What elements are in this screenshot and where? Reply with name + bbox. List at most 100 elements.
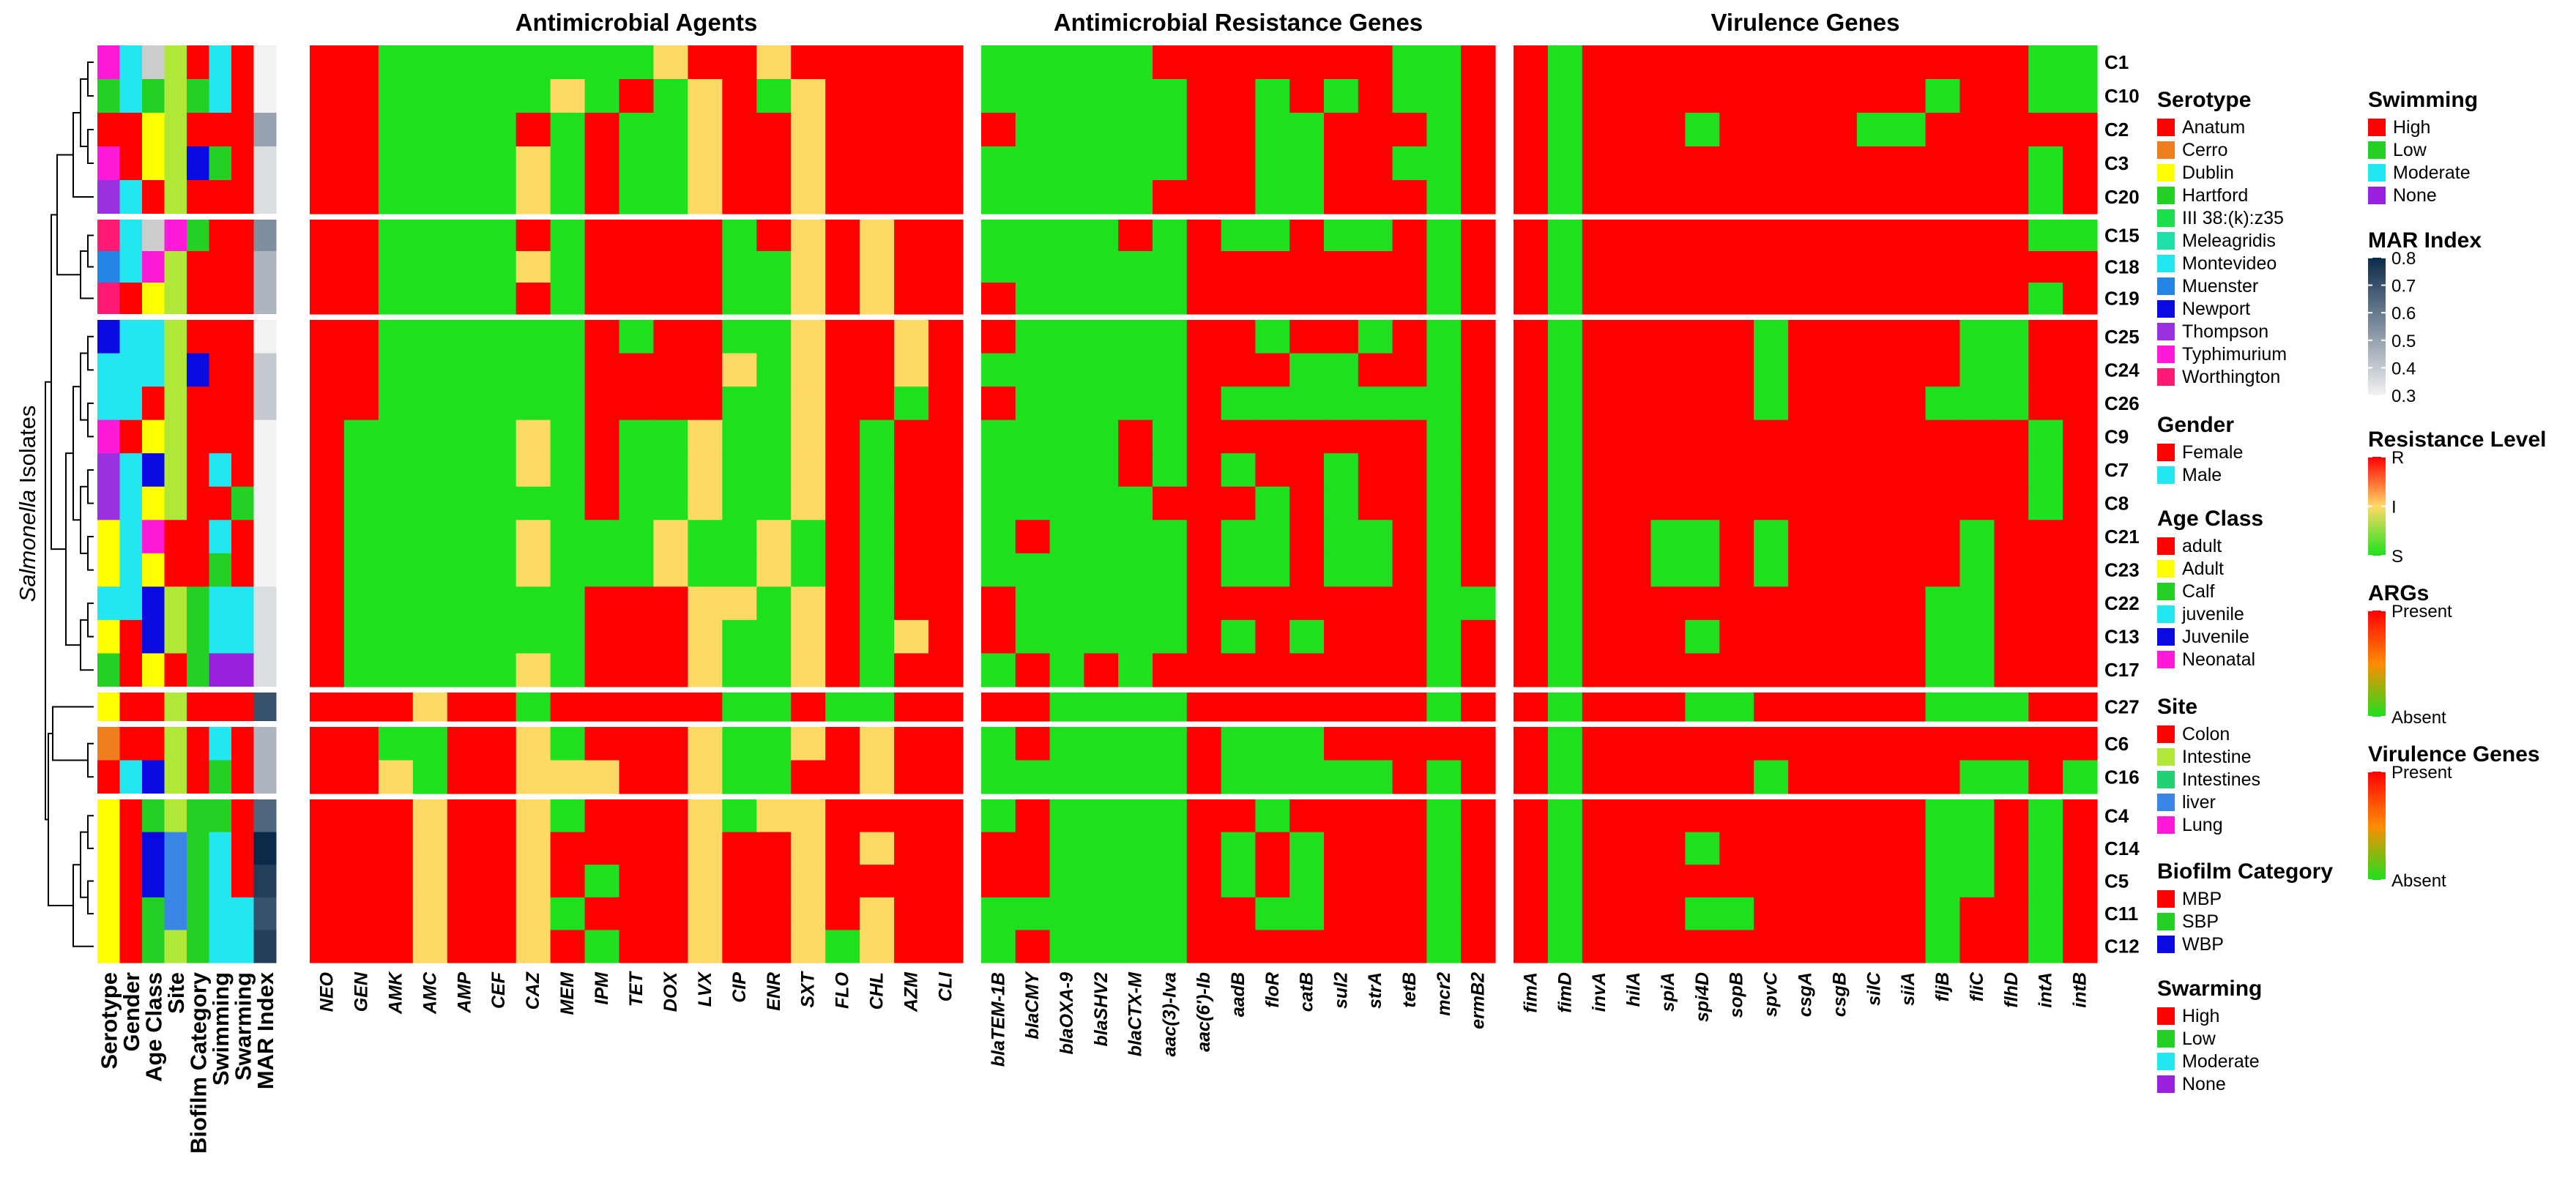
heat-cell-c15-cli	[928, 220, 964, 252]
heat-cell-c18-ermb2	[1461, 251, 1496, 283]
heat-cell-c24-flic	[1959, 353, 1995, 387]
annotation-cell	[97, 79, 120, 113]
heat-cell-c20-amc	[412, 180, 448, 214]
heat-cell-c5-inta	[2028, 865, 2063, 898]
heat-cell-c10-chl	[860, 79, 895, 113]
heat-cell-c6-hila	[1616, 727, 1652, 761]
heat-cell-c16-flo	[825, 760, 860, 794]
heat-cell-c23-spia	[1650, 553, 1686, 587]
heat-cell-c4-ipm	[584, 799, 620, 833]
heat-cell-c17-amk	[378, 653, 414, 687]
col-label-stra: strA	[1365, 972, 1385, 1009]
heat-cell-c2-lvx	[688, 113, 723, 147]
heat-cell-c11-flhd	[1994, 897, 2029, 930]
heat-cell-c24-hila	[1616, 353, 1652, 387]
heat-cell-c11-csgb	[1822, 897, 1858, 930]
heat-cell-c8-flic	[1959, 486, 1995, 520]
legend-tick-label-s: S	[2391, 547, 2403, 567]
heat-cell-c5-blaoxa-9	[1049, 865, 1084, 898]
heat-cell-c27-tetb	[1392, 693, 1427, 722]
heat-cell-c10-stra	[1358, 79, 1393, 113]
heat-cell-c25-fima	[1514, 320, 1549, 354]
heat-cell-c12-blactx-m	[1118, 930, 1153, 963]
heat-cell-c7-cli	[928, 453, 964, 488]
col-label-tetb: tetB	[1399, 972, 1420, 1008]
annotation-cell	[253, 113, 277, 147]
heat-cell-c2-fljb	[1925, 113, 1961, 147]
heat-cell-c24-cef	[481, 353, 517, 387]
legend-tick-label-absent: Absent	[2391, 708, 2446, 728]
heat-cell-c17-aadb	[1221, 653, 1256, 687]
heat-cell-c2-spia	[1650, 113, 1686, 147]
heat-cell-c9-intb	[2063, 419, 2098, 454]
annotation-cell	[119, 653, 143, 687]
annotation-cell	[164, 693, 187, 722]
legend-swatch	[2157, 816, 2175, 834]
legend-swatch	[2157, 209, 2175, 227]
heat-cell-c7-tet	[619, 453, 655, 488]
heat-cell-c9-cli	[928, 419, 964, 454]
heat-cell-c14-silc	[1856, 832, 1892, 865]
heat-cell-c17-fljb	[1925, 653, 1961, 687]
heat-cell-c16-siia	[1891, 760, 1927, 794]
heat-cell-c7-spvc	[1754, 453, 1789, 488]
heat-cell-c20-enr	[756, 180, 792, 214]
heat-cell-c23-amp	[447, 553, 483, 587]
heat-cell-c3-inva	[1582, 146, 1618, 181]
heat-cell-c10-caz	[515, 79, 551, 113]
heat-cell-c10-flic	[1959, 79, 1995, 113]
heat-cell-c5-catb	[1289, 865, 1325, 898]
annotation-cell	[97, 486, 120, 520]
heat-cell-c6-fimd	[1547, 727, 1583, 761]
heat-cell-c23-cef	[481, 553, 517, 587]
heat-cell-c1-spi4d	[1685, 45, 1720, 80]
heat-cell-c3-sul2	[1324, 146, 1359, 181]
heat-cell-c9-sopb	[1719, 419, 1754, 454]
annotation-cell	[97, 320, 120, 354]
heat-cell-c9-tet	[619, 419, 655, 454]
heat-cell-c14-blactx-m	[1118, 832, 1153, 865]
annotation-cell	[142, 320, 165, 354]
heat-cell-c27-stra	[1358, 693, 1393, 722]
heat-cell-c16-gen	[343, 760, 379, 794]
heat-cell-c26-mem	[550, 387, 586, 421]
annotation-cell	[97, 146, 120, 181]
heat-cell-c9-csgb	[1822, 419, 1858, 454]
heat-cell-c10-enr	[756, 79, 792, 113]
annotation-cell	[187, 251, 209, 283]
legend-item-newport: Newport	[2182, 299, 2250, 319]
heat-cell-c27-mcr2	[1426, 693, 1462, 722]
heat-cell-c1-flo	[825, 45, 860, 80]
legend-age-class: Age ClassadultAdultCalfjuvenileJuvenileN…	[2157, 507, 2263, 670]
col-label-caz: CAZ	[523, 971, 543, 1010]
heat-cell-c23-blaoxa-9	[1049, 553, 1084, 587]
heat-cell-c23-tetb	[1392, 553, 1427, 587]
heat-cell-c24-catb	[1289, 353, 1325, 387]
heat-cell-c19-amc	[412, 283, 448, 315]
heat-cell-c6-csga	[1788, 727, 1823, 761]
heat-cell-c14-sxt	[791, 832, 826, 865]
heat-cell-c21-flic	[1959, 520, 1995, 554]
col-label-aadb: aadB	[1228, 972, 1248, 1017]
heat-cell-c1-mcr2	[1426, 45, 1462, 80]
heat-cell-c13-blatem-1b	[981, 619, 1016, 654]
heat-cell-c14-amk	[378, 832, 414, 865]
legend-item-high: High	[2393, 117, 2430, 138]
heat-cell-c25-neo	[310, 320, 345, 354]
heat-cell-c17-mcr2	[1426, 653, 1462, 687]
heat-cell-c9-flo	[825, 419, 860, 454]
heat-cell-c14-spia	[1650, 832, 1686, 865]
heat-cell-c16-cip	[722, 760, 757, 794]
legend-swatch	[2368, 141, 2386, 159]
heat-cell-c1-hila	[1616, 45, 1652, 80]
heat-cell-c11-chl	[860, 897, 895, 930]
heat-cell-c9-blashv2	[1084, 419, 1119, 454]
heat-cell-c10-hila	[1616, 79, 1652, 113]
heat-cell-c10-cef	[481, 79, 517, 113]
annotation-cell	[164, 146, 187, 181]
annotation-cell	[253, 180, 277, 214]
heat-cell-c17-blacmy	[1015, 653, 1051, 687]
heat-cell-c16-aac-3-iva	[1153, 760, 1188, 794]
heat-cell-c23-spvc	[1754, 553, 1789, 587]
